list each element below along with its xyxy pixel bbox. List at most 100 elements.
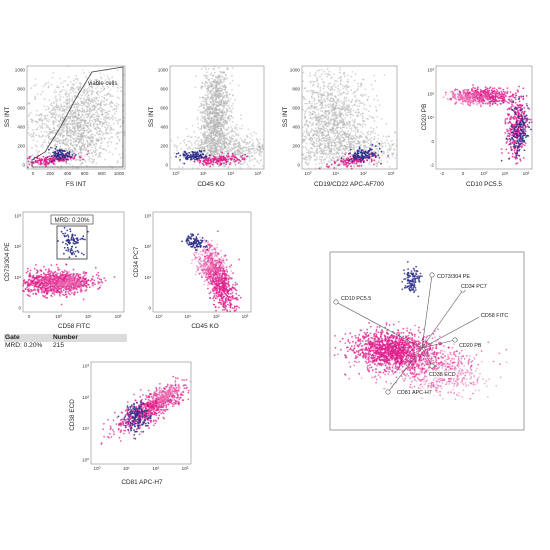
event-dot bbox=[103, 137, 106, 140]
event-dot bbox=[39, 124, 41, 127]
event-dot bbox=[197, 157, 200, 160]
event-dot bbox=[93, 127, 96, 130]
event-dot bbox=[369, 104, 371, 107]
event-dot bbox=[91, 86, 93, 88]
event-dot bbox=[87, 122, 90, 124]
event-dot bbox=[325, 114, 327, 116]
event-dot bbox=[94, 111, 97, 114]
event-dot bbox=[68, 126, 71, 128]
event-dot bbox=[231, 155, 233, 158]
event-dot bbox=[219, 135, 222, 138]
event-dot bbox=[57, 137, 60, 139]
event-dot bbox=[232, 103, 235, 105]
event-dot bbox=[83, 116, 86, 119]
event-dot bbox=[239, 148, 242, 150]
event-dot bbox=[170, 156, 172, 159]
event-dot bbox=[224, 104, 227, 107]
event-dot bbox=[103, 101, 105, 104]
event-dot bbox=[95, 162, 98, 165]
event-dot bbox=[88, 97, 91, 100]
event-dot bbox=[55, 156, 58, 159]
event-dot bbox=[59, 118, 62, 121]
event-dot bbox=[345, 122, 348, 125]
event-dot bbox=[259, 159, 262, 162]
event-dot bbox=[86, 106, 89, 109]
event-dot bbox=[51, 109, 53, 112]
event-dot bbox=[28, 157, 31, 160]
event-dot bbox=[36, 93, 39, 96]
event-dot bbox=[210, 116, 213, 119]
event-dot bbox=[351, 99, 354, 101]
event-dot bbox=[62, 129, 64, 131]
event-dot bbox=[115, 108, 117, 111]
event-dot bbox=[42, 155, 45, 158]
event-dot bbox=[208, 154, 211, 157]
event-dot bbox=[252, 142, 255, 144]
event-dot bbox=[116, 96, 119, 99]
event-dot bbox=[63, 105, 65, 108]
event-dot bbox=[200, 143, 203, 146]
event-dot bbox=[83, 110, 85, 113]
event-dot bbox=[53, 127, 55, 130]
event-dot bbox=[57, 133, 60, 136]
event-dot bbox=[309, 72, 311, 75]
dot-cloud bbox=[26, 65, 126, 170]
event-dot bbox=[203, 142, 206, 145]
event-dot bbox=[345, 114, 348, 117]
event-dot bbox=[218, 120, 221, 123]
event-dot bbox=[212, 105, 215, 108]
event-dot bbox=[311, 137, 314, 140]
event-dot bbox=[77, 87, 80, 89]
event-dot bbox=[231, 107, 234, 110]
event-dot bbox=[353, 120, 356, 123]
event-dot bbox=[194, 158, 196, 161]
event-dot bbox=[225, 141, 228, 144]
event-dot bbox=[374, 132, 376, 135]
event-dot bbox=[214, 126, 217, 128]
event-dot bbox=[216, 160, 218, 163]
event-dot bbox=[91, 158, 94, 161]
event-dot bbox=[349, 127, 352, 130]
event-dot bbox=[86, 91, 89, 94]
event-dot bbox=[59, 98, 61, 100]
event-dot bbox=[54, 117, 57, 119]
event-dot bbox=[317, 108, 320, 111]
event-dot bbox=[42, 119, 44, 121]
event-dot bbox=[88, 71, 90, 73]
event-dot bbox=[214, 94, 217, 96]
event-dot bbox=[228, 110, 231, 113]
event-dot bbox=[108, 151, 111, 154]
event-dot bbox=[95, 81, 98, 84]
event-dot bbox=[210, 144, 212, 147]
event-dot bbox=[92, 108, 95, 111]
event-dot bbox=[100, 117, 102, 120]
event-dot bbox=[62, 126, 65, 129]
event-dot bbox=[82, 88, 85, 91]
event-dot bbox=[224, 165, 226, 168]
event-dot bbox=[341, 84, 344, 87]
event-dot bbox=[61, 116, 63, 119]
event-dot bbox=[215, 107, 218, 110]
event-dot bbox=[200, 139, 203, 142]
event-dot bbox=[338, 139, 341, 142]
event-dot bbox=[197, 122, 199, 125]
event-dot bbox=[235, 123, 238, 126]
event-dot bbox=[204, 134, 206, 136]
event-dot bbox=[316, 79, 318, 82]
event-dot bbox=[54, 121, 57, 123]
event-dot bbox=[93, 99, 95, 102]
event-dot bbox=[229, 98, 232, 100]
event-dot bbox=[200, 127, 203, 130]
event-dot bbox=[85, 100, 87, 103]
event-dot bbox=[84, 160, 87, 163]
event-dot bbox=[221, 129, 223, 132]
event-dot bbox=[99, 127, 102, 130]
event-dot bbox=[338, 137, 341, 140]
event-dot bbox=[95, 83, 97, 86]
event-dot bbox=[72, 140, 75, 143]
event-dot bbox=[206, 130, 209, 133]
event-dot bbox=[94, 147, 97, 150]
event-dot bbox=[52, 101, 55, 104]
event-dot bbox=[107, 145, 109, 148]
event-dot bbox=[331, 100, 334, 103]
